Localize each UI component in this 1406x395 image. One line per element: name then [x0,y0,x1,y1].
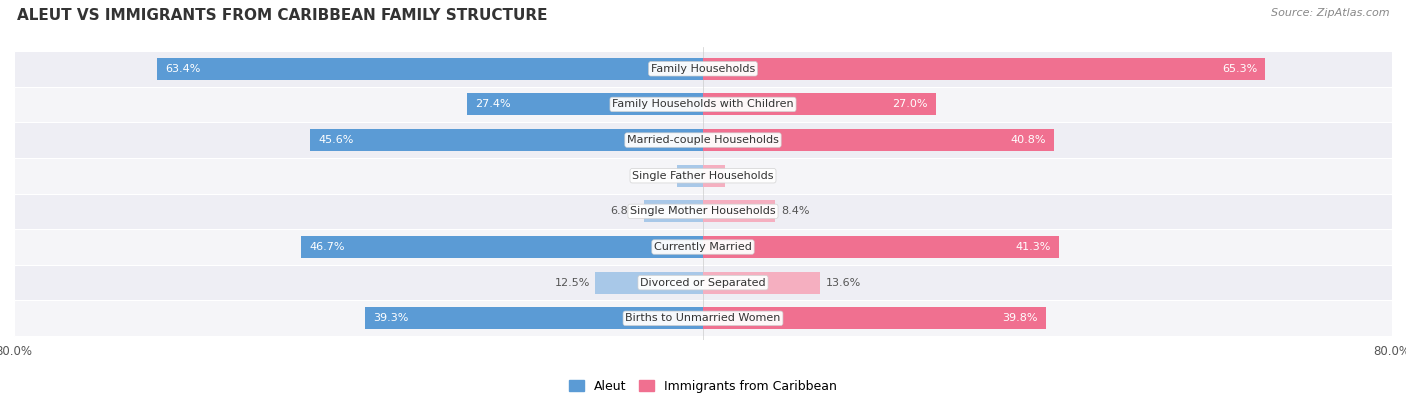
Text: Currently Married: Currently Married [654,242,752,252]
Bar [703,200,775,222]
Text: Divorced or Separated: Divorced or Separated [640,278,766,288]
Text: 27.0%: 27.0% [891,100,927,109]
Text: 8.4%: 8.4% [780,206,810,216]
Text: 39.8%: 39.8% [1002,313,1038,324]
Text: 2.5%: 2.5% [730,171,758,181]
Text: 13.6%: 13.6% [825,278,860,288]
Bar [14,87,1392,122]
Bar [311,129,703,151]
Bar [595,272,703,294]
Bar [14,51,1392,87]
Bar [14,194,1392,229]
Text: 65.3%: 65.3% [1222,64,1257,74]
Text: 3.0%: 3.0% [644,171,672,181]
Bar [703,236,1059,258]
Bar [14,301,1392,336]
Text: 45.6%: 45.6% [319,135,354,145]
Bar [703,58,1265,80]
Bar [14,122,1392,158]
Bar [703,272,820,294]
Text: Single Father Households: Single Father Households [633,171,773,181]
Text: Single Mother Households: Single Mother Households [630,206,776,216]
Text: Family Households with Children: Family Households with Children [612,100,794,109]
Text: 12.5%: 12.5% [554,278,591,288]
Text: Source: ZipAtlas.com: Source: ZipAtlas.com [1271,8,1389,18]
Bar [644,200,703,222]
Bar [703,93,935,115]
Text: 41.3%: 41.3% [1015,242,1050,252]
Text: Married-couple Households: Married-couple Households [627,135,779,145]
Text: 27.4%: 27.4% [475,100,510,109]
Bar [467,93,703,115]
Bar [703,307,1046,329]
Bar [14,158,1392,194]
Bar [14,265,1392,301]
Text: 6.8%: 6.8% [610,206,638,216]
Bar [301,236,703,258]
Legend: Aleut, Immigrants from Caribbean: Aleut, Immigrants from Caribbean [564,375,842,395]
Text: ALEUT VS IMMIGRANTS FROM CARIBBEAN FAMILY STRUCTURE: ALEUT VS IMMIGRANTS FROM CARIBBEAN FAMIL… [17,8,547,23]
Bar [703,165,724,187]
Text: 63.4%: 63.4% [166,64,201,74]
Text: Family Households: Family Households [651,64,755,74]
Text: 46.7%: 46.7% [309,242,344,252]
Text: 40.8%: 40.8% [1011,135,1046,145]
Bar [703,129,1054,151]
Text: Births to Unmarried Women: Births to Unmarried Women [626,313,780,324]
Bar [14,229,1392,265]
Bar [678,165,703,187]
Bar [157,58,703,80]
Bar [364,307,703,329]
Text: 39.3%: 39.3% [373,313,408,324]
